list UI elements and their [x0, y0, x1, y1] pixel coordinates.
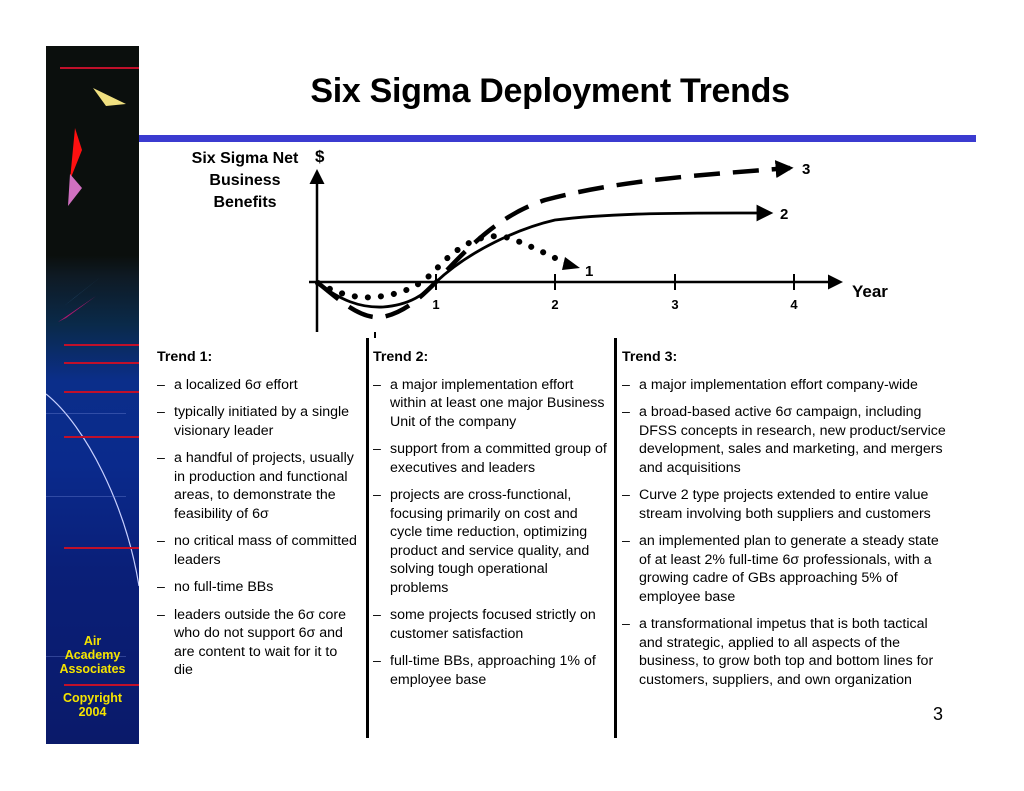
x-axis-label: Year: [852, 282, 888, 301]
sidebar-decoration: Air Academy Associates Copyright 2004: [46, 46, 139, 744]
list-item: – Curve 2 type projects extended to entir…: [622, 487, 931, 522]
curve-3-label: 3: [802, 161, 810, 178]
trend-2-column: Trend 2: – a major implementation effort …: [373, 348, 609, 698]
list-item: – a broad-based active 6σ campaign, inclu…: [622, 404, 946, 476]
trend-3-heading: Trend 3:: [622, 349, 678, 365]
list-item: – a major implementation effort company-w…: [622, 376, 918, 393]
list-item: – an implemented plan to generate a stead…: [622, 533, 939, 605]
list-item: – a transformational impetus that is both…: [622, 616, 934, 688]
curve-1-label: 1: [585, 263, 593, 280]
svg-text:2: 2: [551, 297, 558, 312]
column-divider: [366, 338, 369, 738]
list-item: – typically initiated by a single visiona…: [157, 404, 350, 439]
curve-2-label: 2: [780, 206, 788, 223]
title-rule: [139, 135, 976, 142]
sidebar-shapes-icon: [46, 88, 139, 587]
list-item: – projects are cross-functional, focusing…: [373, 487, 590, 596]
svg-text:4: 4: [790, 297, 798, 312]
curve-3: [316, 160, 794, 320]
list-item: – a major implementation effort within at…: [373, 376, 605, 430]
trend-2-heading: Trend 2:: [373, 349, 429, 365]
company-name-line1: Air: [83, 634, 102, 648]
list-item: – no critical mass of committed leaders: [157, 533, 357, 568]
svg-text:1: 1: [432, 297, 439, 312]
copyright-line2: 2004: [78, 705, 107, 719]
deployment-trends-chart: $ 1 2 3 4 Year 1 2 3: [309, 147, 888, 338]
copyright-line1: Copyright: [62, 691, 123, 705]
company-name-line2: Academy: [64, 648, 121, 662]
red-rule: [60, 67, 139, 69]
list-item: – full-time BBs, approaching 1% of employ…: [373, 653, 596, 688]
page-number: 3: [933, 704, 944, 724]
list-item: – a localized 6σ effort: [157, 376, 298, 393]
slide-title: Six Sigma Deployment Trends: [310, 72, 790, 110]
trend-3-column: Trend 3: – a major implementation effort …: [622, 348, 952, 698]
trend-1-heading: Trend 1:: [157, 349, 213, 365]
curve-1: [315, 233, 578, 301]
curve-2: [317, 204, 774, 309]
list-item: – a handful of projects, usually in produ…: [157, 450, 354, 522]
list-item: – leaders outside the 6σ core who do not …: [157, 606, 347, 679]
y-axis-label: Six Sigma Net Business Benefits: [191, 150, 299, 211]
list-item: – some projects focused strictly on custo…: [373, 607, 596, 642]
list-item: – support from a committed group of execu…: [373, 441, 607, 476]
y-unit-label: $: [315, 147, 325, 166]
column-divider: [614, 338, 617, 738]
svg-text:3: 3: [671, 297, 678, 312]
company-name-line3: Associates: [59, 662, 126, 676]
trend-1-column: Trend 1: – a localized 6σ effort – typical…: [157, 348, 357, 689]
list-item: – no full-time BBs: [157, 579, 274, 595]
